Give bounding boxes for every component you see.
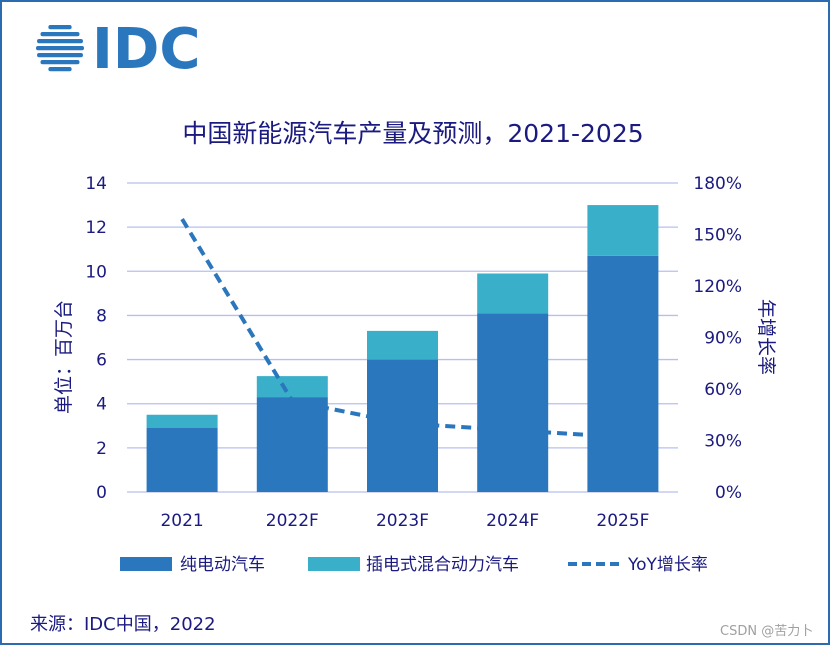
bar-phev [256,376,328,398]
globe-stripe [37,39,83,44]
bar-bev [367,359,438,492]
legend-swatch-phev [308,557,360,571]
legend: 纯电动汽车 插电式混合动力汽车 YoY增长率 [120,555,708,575]
idc-logo: IDC [36,17,200,82]
bar-phev [367,330,438,360]
x-tick-label: 2021 [160,511,203,531]
y-tick-label: 8 [96,306,107,326]
y2-axis-ticks: 180% 150% 120% 90% 60% 30% 0% [693,174,742,503]
bar-phev [587,205,659,256]
y2-tick-label: 180% [693,174,742,194]
y2-tick-label: 90% [704,329,742,349]
bar-bev [256,397,328,492]
y-tick-label: 2 [96,439,107,459]
y-axis-ticks: 14 12 10 8 6 4 2 0 [85,174,107,503]
y2-tick-label: 120% [693,277,742,297]
globe-stripe [37,53,83,58]
bar-bev [587,255,659,492]
y-tick-label: 12 [85,218,107,238]
y-tick-label: 0 [96,483,107,503]
legend-label-yoy: YoY增长率 [627,555,708,575]
y2-tick-label: 0% [715,483,742,503]
y-tick-label: 6 [96,351,107,371]
logo-wordmark: IDC [92,17,200,82]
legend-label-phev: 插电式混合动力汽车 [366,555,519,575]
bar-phev [146,414,218,428]
globe-stripe [40,32,80,37]
watermark: CSDN @苦力卜 [720,624,814,639]
globe-stripe [48,25,72,30]
x-tick-label: 2022F [266,511,319,531]
bar-bev [477,313,549,492]
x-axis-ticks: 2021 2022F 2023F 2024F 2025F [160,511,649,531]
y-tick-label: 4 [96,395,107,415]
y2-tick-label: 150% [693,226,742,246]
globe-stripe [36,46,84,51]
x-tick-label: 2024F [486,511,539,531]
bar-phev [477,273,549,314]
bars-group [146,205,659,492]
legend-label-bev: 纯电动汽车 [180,555,265,575]
y2-axis-label: 年增长率 [755,299,777,375]
globe-stripe [40,60,80,65]
grid-lines [127,182,678,493]
legend-swatch-bev [120,557,172,571]
y2-tick-label: 30% [704,432,742,452]
yoy-line-group [180,218,624,440]
y-axis-label: 单位：百万台 [53,300,75,414]
x-tick-label: 2025F [596,511,649,531]
globe-icon [36,25,84,72]
globe-stripe [48,67,72,72]
bar-bev [146,427,218,492]
y2-tick-label: 60% [704,380,742,400]
x-tick-label: 2023F [376,511,429,531]
y-tick-label: 10 [85,262,107,282]
source-note: 来源：IDC中国，2022 [30,614,216,635]
y-tick-label: 14 [85,174,107,194]
chart-title: 中国新能源汽车产量及预测，2021-2025 [182,119,643,148]
